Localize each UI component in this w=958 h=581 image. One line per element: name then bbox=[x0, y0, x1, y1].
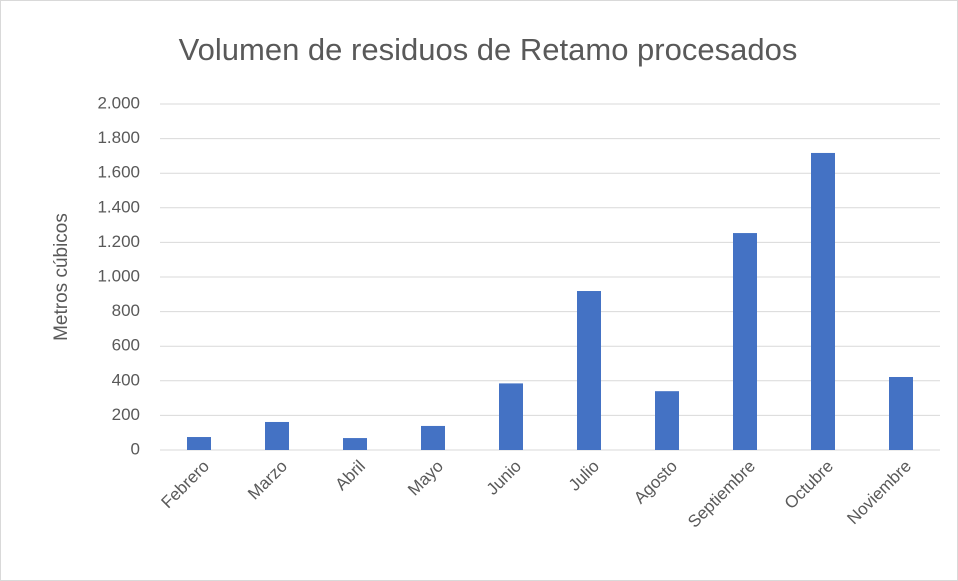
y-tick-label: 600 bbox=[112, 336, 140, 355]
bar bbox=[265, 421, 289, 450]
bar bbox=[733, 233, 757, 450]
bar bbox=[187, 437, 211, 450]
y-tick-label: 1.600 bbox=[97, 163, 140, 182]
y-tick-label: 1.000 bbox=[97, 266, 140, 285]
chart-title: Volumen de residuos de Retamo procesados bbox=[179, 32, 798, 67]
bar bbox=[343, 438, 367, 450]
y-tick-label: 800 bbox=[112, 301, 140, 320]
bar bbox=[655, 391, 679, 450]
y-axis-label: Metros cúbicos bbox=[51, 213, 72, 341]
y-tick-label: 1.800 bbox=[97, 128, 140, 147]
y-tick-label: 400 bbox=[112, 370, 140, 389]
y-tick-label: 1.400 bbox=[97, 197, 140, 216]
y-tick-label: 1.200 bbox=[97, 232, 140, 251]
y-tick-label: 0 bbox=[131, 439, 140, 458]
bar bbox=[577, 291, 601, 450]
y-tick-label: 2.000 bbox=[97, 93, 140, 112]
bar bbox=[889, 376, 913, 450]
bar bbox=[811, 152, 835, 451]
bar bbox=[499, 383, 523, 450]
y-tick-label: 200 bbox=[112, 405, 140, 424]
bar bbox=[421, 425, 445, 450]
